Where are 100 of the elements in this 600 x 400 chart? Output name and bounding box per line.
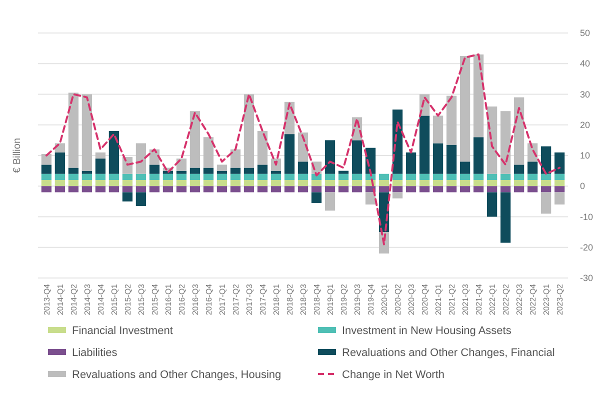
x-tick-label: 2014-Q1: [56, 283, 65, 316]
bar: [108, 186, 120, 192]
bar: [486, 192, 498, 217]
bar: [378, 186, 390, 192]
x-tick-label: 2018-Q2: [285, 283, 294, 316]
y-tick-label: 50: [580, 28, 590, 38]
bar: [270, 186, 282, 192]
bar: [149, 164, 160, 174]
bar: [122, 180, 133, 186]
bar: [540, 186, 552, 192]
bar: [41, 174, 52, 180]
bar: [554, 174, 565, 180]
bar: [122, 174, 133, 180]
bar: [216, 180, 228, 186]
x-tick-label: 2014-Q2: [69, 283, 78, 316]
bar: [257, 180, 268, 186]
bar: [82, 186, 92, 192]
x-tick-label: 2020-Q2: [394, 283, 403, 316]
x-tick-label: 2021-Q2: [448, 283, 457, 316]
bar: [136, 192, 146, 206]
x-tick-label: 2021-Q4: [474, 283, 484, 316]
bar: [460, 186, 470, 192]
bar: [298, 162, 308, 174]
bar: [68, 168, 79, 174]
bar: [473, 180, 484, 186]
bar: [432, 116, 444, 144]
bar: [352, 186, 362, 192]
bar: [270, 170, 282, 174]
bar: [68, 180, 79, 186]
x-tick-label: 2016-Q1: [164, 283, 173, 316]
x-tick-label: 2018-Q4: [312, 283, 322, 316]
bar: [54, 174, 66, 180]
bar: [257, 186, 268, 192]
bar: [298, 186, 308, 192]
bar: [406, 152, 416, 174]
bar: [149, 186, 160, 192]
bar: [149, 174, 160, 180]
bar: [446, 180, 457, 186]
bar: [324, 140, 336, 174]
x-tick-label: 2016-Q2: [177, 283, 186, 316]
bar: [230, 180, 241, 186]
bar: [270, 180, 282, 186]
x-tick-label: 2021-Q1: [434, 283, 444, 316]
bar: [392, 180, 403, 186]
bar: [162, 174, 174, 180]
bar: [419, 186, 430, 192]
bar: [324, 186, 336, 192]
legend-label: Financial Investment: [72, 325, 173, 337]
bar: [162, 180, 174, 186]
bar: [203, 174, 214, 180]
bar: [486, 174, 498, 180]
bar: [406, 174, 416, 180]
x-tick-label: 2016-Q4: [204, 283, 214, 316]
bar: [176, 186, 187, 192]
bar: [203, 186, 214, 192]
bar: [486, 186, 498, 192]
bar: [176, 180, 187, 186]
bar: [176, 158, 187, 171]
bar: [500, 111, 511, 174]
bar: [473, 54, 484, 138]
bar: [41, 154, 52, 165]
bar: [352, 180, 362, 186]
bar: [554, 152, 565, 174]
x-tick-label: 2017-Q1: [218, 283, 227, 316]
bar: [446, 174, 457, 180]
bar: [473, 186, 484, 192]
bar: [257, 131, 268, 165]
bar: [540, 180, 552, 186]
bar: [284, 134, 295, 174]
x-tick-label: 2019-Q1: [326, 283, 336, 316]
bar: [500, 180, 511, 186]
bar: [338, 186, 349, 192]
bar: [162, 186, 174, 192]
bar: [284, 180, 295, 186]
bar: [324, 180, 336, 186]
x-tick-label: 2022-Q2: [502, 283, 511, 316]
x-tick-label: 2015-Q1: [110, 283, 119, 316]
bar: [527, 162, 538, 174]
bar: [54, 186, 66, 192]
x-tick-label: 2022-Q3: [515, 283, 524, 316]
bar: [392, 174, 403, 180]
bar: [216, 170, 228, 174]
x-tick-label: 2019-Q2: [340, 283, 349, 316]
bar: [122, 192, 133, 202]
bar: [41, 164, 52, 174]
bar: [540, 146, 552, 174]
bar: [257, 174, 268, 180]
legend-label: Liabilities: [72, 347, 118, 359]
x-tick-label: 2023-Q2: [556, 283, 565, 316]
bar: [108, 180, 120, 186]
bar: [68, 186, 79, 192]
bar: [514, 186, 524, 192]
bar: [500, 192, 511, 243]
bar: [270, 174, 282, 180]
x-tick-label: 2018-Q3: [299, 283, 308, 316]
bar: [244, 186, 254, 192]
bar: [460, 180, 470, 186]
bar: [406, 180, 416, 186]
bar: [406, 186, 416, 192]
x-tick-label: 2017-Q3: [244, 283, 254, 316]
